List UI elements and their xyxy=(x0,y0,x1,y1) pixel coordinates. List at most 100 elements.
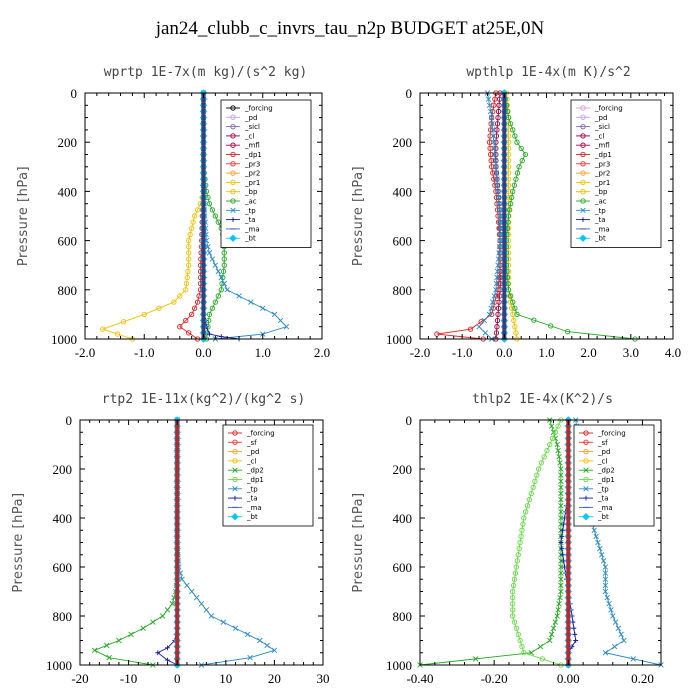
data-point xyxy=(508,121,514,127)
data-point xyxy=(488,121,494,127)
y-tick-label: 600 xyxy=(58,234,78,249)
legend-marker xyxy=(580,189,586,195)
legend-marker xyxy=(583,486,589,492)
data-point xyxy=(193,594,200,601)
y-tick-label: 400 xyxy=(58,184,78,199)
data-point xyxy=(512,324,518,330)
data-point xyxy=(558,496,564,503)
legend-label: _dp1 xyxy=(597,476,615,484)
data-point xyxy=(517,637,523,644)
legend-marker xyxy=(230,142,236,148)
x-tick-label: -2.0 xyxy=(410,345,431,360)
legend-marker xyxy=(230,189,236,195)
data-point xyxy=(493,133,500,139)
data-point xyxy=(236,293,242,299)
data-point xyxy=(513,176,519,182)
data-point xyxy=(539,656,546,662)
data-point xyxy=(209,256,216,262)
data-point xyxy=(491,293,498,299)
legend-label: _forcing xyxy=(597,430,626,438)
data-point xyxy=(494,274,500,281)
data-point xyxy=(221,250,227,256)
y-tick-label: 0 xyxy=(66,413,73,428)
data-point xyxy=(488,157,494,164)
legend-label: _sicl xyxy=(244,123,260,131)
x-tick-label: -10 xyxy=(120,671,137,686)
data-point xyxy=(520,521,526,527)
series-line xyxy=(503,92,636,340)
data-point xyxy=(467,326,474,332)
legend-marker xyxy=(580,114,586,120)
y-tick-label: 1000 xyxy=(386,332,412,347)
legend-label: _dp2 xyxy=(597,467,615,475)
data-point xyxy=(472,656,479,662)
data-point xyxy=(491,102,497,108)
data-point xyxy=(184,582,190,589)
data-point xyxy=(556,454,562,460)
data-point xyxy=(218,287,224,293)
data-point xyxy=(519,527,525,533)
panel-title: wpthlp 1E-4x(m K)/s^2 xyxy=(466,65,630,80)
legend-label: _tp xyxy=(244,207,256,215)
data-point xyxy=(186,250,192,256)
data-point xyxy=(495,262,501,268)
data-point xyxy=(611,643,618,650)
legend-marker xyxy=(230,133,236,139)
legend-marker xyxy=(583,495,589,501)
legend-marker xyxy=(230,151,236,158)
data-point xyxy=(558,564,564,570)
data-point xyxy=(497,231,503,238)
y-tick-label: 800 xyxy=(53,609,73,624)
x-tick-label: 0.0 xyxy=(195,345,211,360)
legend-label: _bt xyxy=(594,235,606,243)
data-point xyxy=(537,643,544,650)
legend-box xyxy=(570,99,662,248)
legend-marker xyxy=(580,161,586,167)
data-point xyxy=(494,121,501,127)
data-point xyxy=(557,594,563,601)
data-point xyxy=(513,330,519,336)
data-point xyxy=(183,317,189,324)
series-line xyxy=(436,92,501,340)
x-tick-label: 3.0 xyxy=(623,345,639,360)
data-point xyxy=(511,576,518,582)
legend-marker xyxy=(580,170,586,176)
legend-marker xyxy=(580,133,586,139)
data-point xyxy=(513,625,520,631)
legend-label: _pd xyxy=(594,114,607,122)
data-point xyxy=(271,311,278,318)
data-point xyxy=(283,323,290,330)
legend-marker xyxy=(580,105,586,111)
data-point xyxy=(547,637,553,644)
data-point xyxy=(497,219,503,225)
data-point xyxy=(510,299,516,305)
data-point xyxy=(159,613,166,619)
data-point xyxy=(512,570,519,576)
legend-label: _pr2 xyxy=(594,170,610,178)
legend: _forcing_sf_pd_cl _dp2_dp1_tp _ta_ma_bt xyxy=(573,424,655,527)
data-point xyxy=(606,601,612,607)
legend-label: _pr2 xyxy=(244,170,260,178)
data-point xyxy=(186,262,192,268)
y-tick-label: 0 xyxy=(406,86,413,101)
data-point xyxy=(515,631,521,638)
data-point xyxy=(491,139,497,145)
legend-marker xyxy=(579,234,587,242)
data-point xyxy=(558,558,564,564)
series-line xyxy=(101,93,204,340)
data-point xyxy=(489,121,495,127)
data-point xyxy=(558,515,564,521)
legend-marker xyxy=(230,105,236,111)
legend-marker xyxy=(232,486,238,492)
panel-title: wprtp 1E-7x(m kg)/(s^2 kg) xyxy=(104,65,308,80)
y-axis-label: Pressure [hPa] xyxy=(16,166,31,266)
data-point xyxy=(510,188,516,195)
data-point xyxy=(177,293,183,299)
data-point xyxy=(558,466,564,472)
data-point xyxy=(209,207,216,213)
chart-panel-4: thlp2 1E-4x(K^2)/s Pressure [hPa] -0.40 -0.… xyxy=(351,392,664,686)
data-point xyxy=(531,317,537,323)
data-point xyxy=(221,262,227,268)
data-point xyxy=(494,317,501,324)
legend-marker xyxy=(230,123,236,130)
